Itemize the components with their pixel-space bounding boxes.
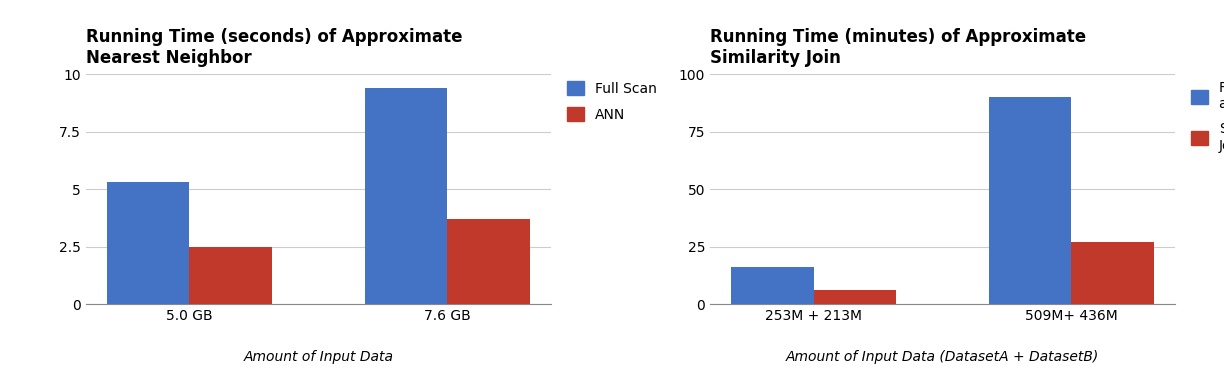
Bar <box>989 97 1071 304</box>
Bar <box>447 219 530 304</box>
Text: Amount of Input Data (DatasetA + DatasetB): Amount of Input Data (DatasetA + Dataset… <box>786 349 1099 364</box>
Bar <box>106 182 190 304</box>
Bar <box>190 247 272 304</box>
Text: Running Time (seconds) of Approximate
Nearest Neighbor: Running Time (seconds) of Approximate Ne… <box>86 28 463 67</box>
Legend: Full Join
and Filter, Similarity
Join: Full Join and Filter, Similarity Join <box>1191 81 1224 152</box>
Bar <box>814 290 896 304</box>
Bar <box>1071 242 1154 304</box>
Text: Running Time (minutes) of Approximate
Similarity Join: Running Time (minutes) of Approximate Si… <box>710 28 1086 67</box>
Legend: Full Scan, ANN: Full Scan, ANN <box>567 81 657 122</box>
Text: Amount of Input Data: Amount of Input Data <box>244 349 393 364</box>
Bar <box>365 88 447 304</box>
Bar <box>731 267 814 304</box>
